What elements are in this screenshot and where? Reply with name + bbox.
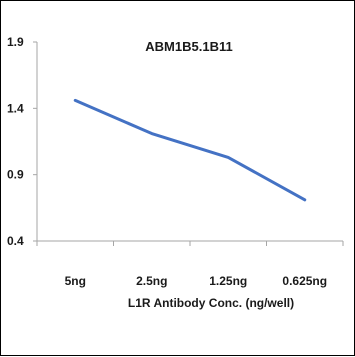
series-lines xyxy=(73,98,307,202)
x-tick-label: 0.625ng xyxy=(282,274,327,288)
y-tick-label: 1.4 xyxy=(7,101,24,115)
y-axis: 0.4 0.9 1.4 1.9 xyxy=(7,35,38,248)
x-axis-title: L1R Antibody Conc. (ng/well) xyxy=(128,296,294,310)
y-tick-label: 0.4 xyxy=(7,234,24,248)
series-line xyxy=(73,98,307,202)
x-tick-label: 5ng xyxy=(65,274,86,288)
y-tick-label: 0.9 xyxy=(7,168,24,182)
y-tick-label: 1.9 xyxy=(7,35,24,49)
x-tick-label: 1.25ng xyxy=(209,274,247,288)
x-tick-label: 2.5ng xyxy=(136,274,167,288)
chart-title: ABM1B5.1B11 xyxy=(145,39,232,54)
x-axis: 5ng 2.5ng 1.25ng 0.625ng xyxy=(36,240,344,288)
